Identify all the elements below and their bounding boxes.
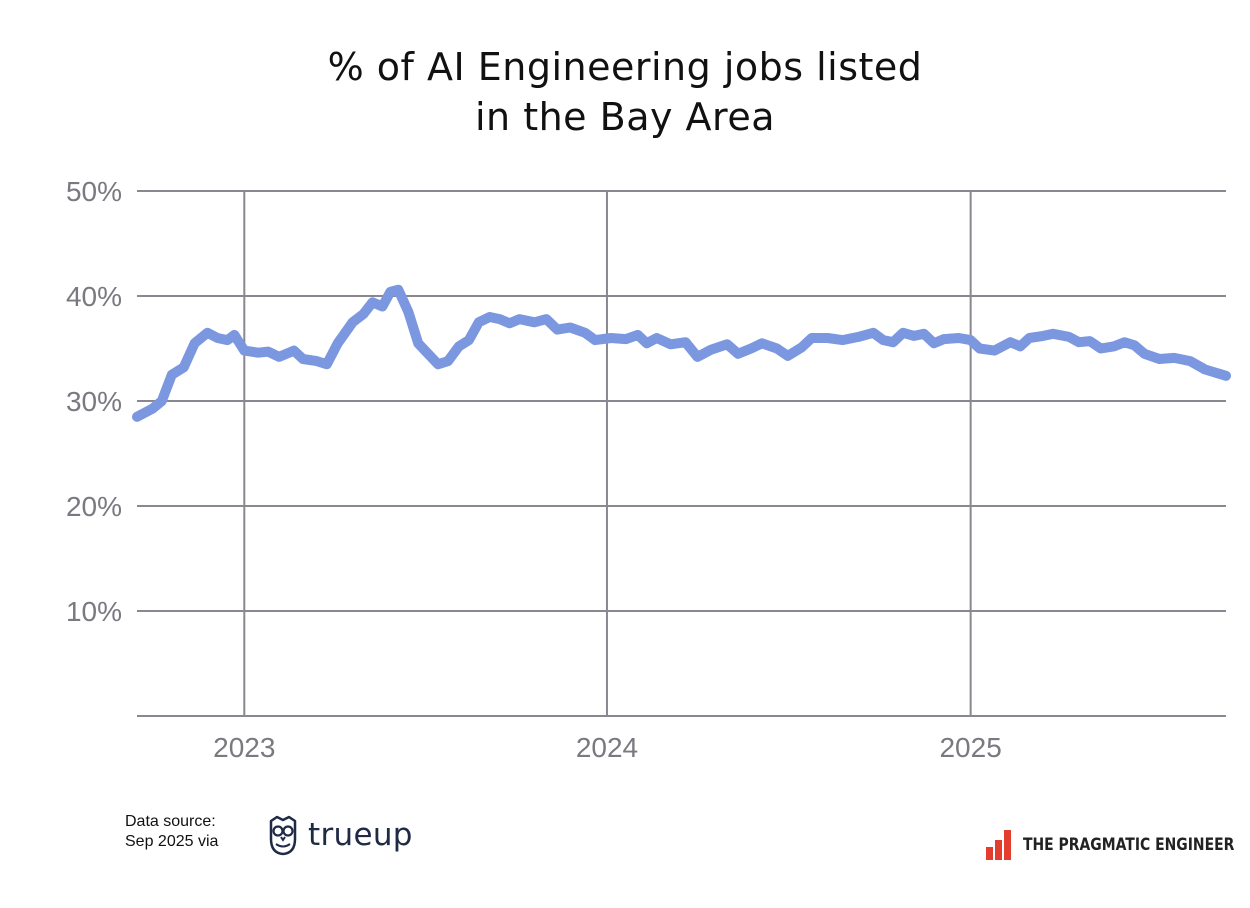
owl-icon xyxy=(269,815,297,856)
y-tick-label: 10% xyxy=(66,596,122,627)
series-line xyxy=(132,284,1231,422)
chart-title-line-2: in the Bay Area xyxy=(474,95,776,139)
y-tick-label: 40% xyxy=(66,281,122,312)
x-tick-label: 2024 xyxy=(576,732,638,763)
chart-title-line-1: % of AI Engineering jobs listed xyxy=(327,45,923,89)
publisher-name: THE PRAGMATIC ENGINEER xyxy=(1023,835,1235,855)
pragmatic-engineer-logo: THE PRAGMATIC ENGINEER xyxy=(986,830,1250,860)
data-source-line-2: Sep 2025 via xyxy=(125,833,219,850)
x-tick-label: 2025 xyxy=(939,732,1001,763)
x-tick-label: 2023 xyxy=(213,732,275,763)
trueup-wordmark: trueup xyxy=(308,817,413,853)
y-tick-label: 30% xyxy=(66,386,122,417)
trueup-logo: trueup xyxy=(266,813,413,857)
bar-chart-logo-icon xyxy=(986,830,1011,860)
data-source-note: Data source: Sep 2025 via xyxy=(125,812,218,852)
data-source-line-1: Data source: xyxy=(125,813,216,830)
y-tick-label: 20% xyxy=(66,491,122,522)
chart-title: % of AI Engineering jobs listed in the B… xyxy=(0,42,1250,142)
y-tick-label: 50% xyxy=(66,176,122,207)
